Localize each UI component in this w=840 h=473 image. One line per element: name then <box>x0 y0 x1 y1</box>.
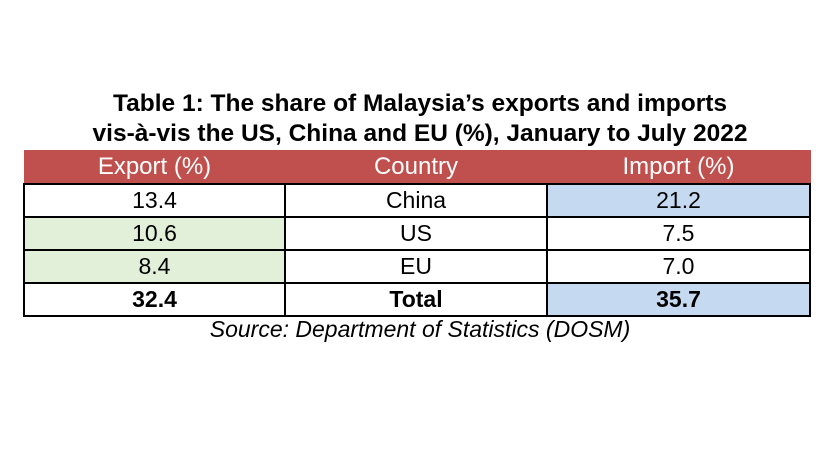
header-row: Export (%) Country Import (%) <box>23 150 811 185</box>
header-country: Country <box>284 150 548 185</box>
export-cell: 13.4 <box>23 183 286 218</box>
table-row: 8.4 EU 7.0 <box>23 249 811 284</box>
total-import-cell: 35.7 <box>546 282 811 317</box>
export-cell: 8.4 <box>23 249 286 284</box>
total-export-cell: 32.4 <box>23 282 286 317</box>
table-row: 13.4 China 21.2 <box>23 183 811 218</box>
title-line-2: vis-à-vis the US, China and EU (%), Janu… <box>92 120 748 147</box>
table-title: Table 1: The share of Malaysia’s exports… <box>0 89 840 149</box>
import-cell: 21.2 <box>546 183 811 218</box>
source-note: Source: Department of Statistics (DOSM) <box>209 316 631 342</box>
header-import: Import (%) <box>546 150 811 185</box>
import-cell: 7.0 <box>546 249 811 284</box>
trade-share-table: Export (%) Country Import (%) 13.4 China… <box>23 150 811 317</box>
title-line-1: Table 1: The share of Malaysia’s exports… <box>112 90 728 117</box>
header-export: Export (%) <box>23 150 286 185</box>
country-cell: China <box>284 183 548 218</box>
country-cell: US <box>284 216 548 251</box>
total-label-cell: Total <box>284 282 548 317</box>
table-row: 10.6 US 7.5 <box>23 216 811 251</box>
country-cell: EU <box>284 249 548 284</box>
export-cell: 10.6 <box>23 216 286 251</box>
total-row: 32.4 Total 35.7 <box>23 282 811 317</box>
import-cell: 7.5 <box>546 216 811 251</box>
